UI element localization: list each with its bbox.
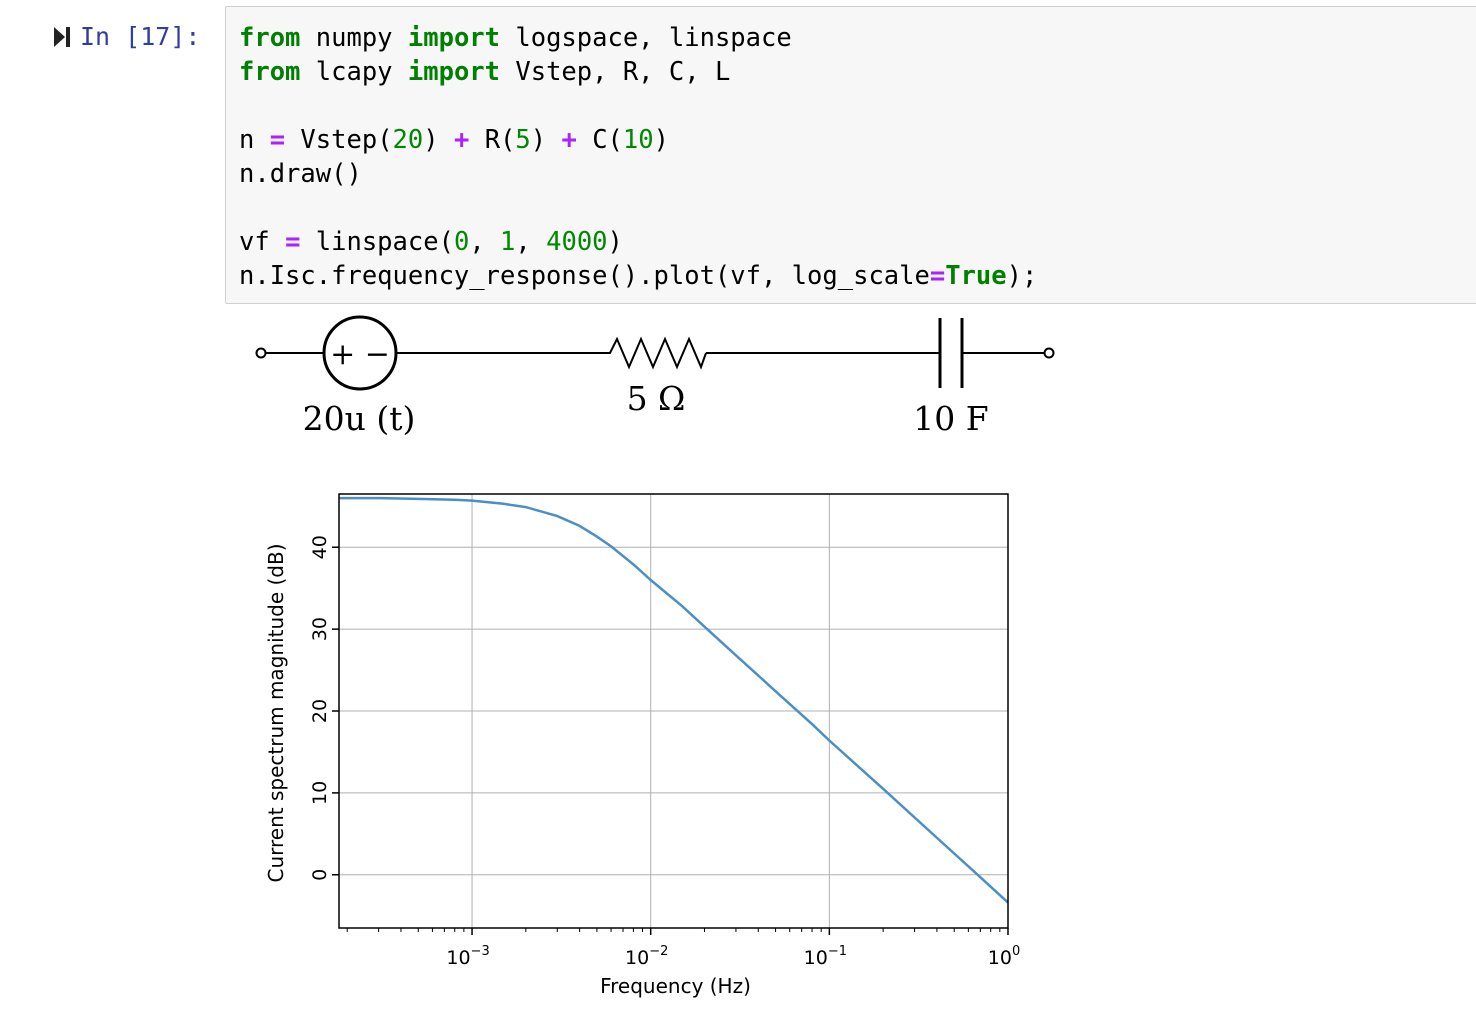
code-token: 4000 — [546, 227, 608, 257]
code-line[interactable]: from lcapy import Vstep, R, C, L — [239, 55, 1037, 89]
code-token: + — [453, 125, 470, 155]
code-token: vf — [239, 227, 286, 257]
resistor-label: 5 Ω — [627, 379, 686, 418]
code-token: 10 — [622, 125, 654, 155]
x-tick-label-exp: −1 — [828, 944, 847, 959]
y-tick-label: 30 — [309, 617, 331, 641]
x-tick-label-base: 10 — [446, 947, 470, 969]
code-token: from — [239, 57, 301, 87]
code-token: from — [239, 23, 301, 53]
circuit-diagram: + − 20u (t) 5 Ω 10 F — [255, 315, 1055, 438]
left-terminal — [255, 347, 267, 359]
run-cell-icon[interactable] — [52, 26, 72, 48]
code-token: R( — [469, 125, 516, 155]
code-token: ) — [653, 125, 669, 155]
x-tick-label-exp: −3 — [471, 944, 490, 959]
code-token: n.draw() — [239, 159, 362, 189]
code-token: = — [929, 261, 946, 291]
x-tick-label: 100 — [988, 944, 1020, 969]
code-token: 0 — [453, 227, 470, 257]
code-token: import — [407, 57, 501, 87]
code-line[interactable]: n.Isc.frequency_response().plot(vf, log_… — [239, 259, 1037, 293]
code-token: 20 — [392, 125, 424, 155]
capacitor-label: 10 F — [913, 399, 988, 438]
source-polarity-label: + − — [330, 337, 390, 372]
chart-grid — [339, 494, 1009, 928]
source-label: 20u (t) — [303, 399, 416, 438]
code-token: , — [469, 227, 501, 257]
x-tick-label: 10−3 — [446, 944, 489, 969]
code-token: import — [407, 23, 501, 53]
y-tick-label: 0 — [309, 869, 331, 881]
code-editor[interactable]: from numpy import logspace, linspace from… — [239, 21, 1037, 293]
code-token: = — [285, 227, 301, 257]
y-axis-label: Current spectrum magnitude (dB) — [264, 543, 288, 882]
y-axis-ticks: 0 10 20 30 40 — [309, 535, 339, 881]
code-token: n.Isc.frequency_response().plot(vf, log_… — [239, 261, 930, 291]
code-token: ) — [607, 227, 623, 257]
right-terminal — [1043, 347, 1055, 359]
x-tick-label: 10−1 — [804, 944, 847, 969]
code-token: n — [239, 125, 270, 155]
code-line[interactable]: vf = linspace(0, 1, 4000) — [239, 225, 1037, 259]
x-tick-label-base: 10 — [988, 947, 1012, 969]
y-tick-label: 20 — [309, 699, 331, 723]
x-tick-label-base: 10 — [804, 947, 828, 969]
x-axis-label: Frequency (Hz) — [600, 974, 751, 998]
x-axis-ticks: 10−3 10−2 10−1 100 — [446, 928, 1020, 969]
y-tick-label: 10 — [309, 781, 331, 805]
plot-frame — [338, 493, 1009, 929]
code-line[interactable]: n.draw() — [239, 157, 1037, 191]
series-line — [339, 496, 1009, 904]
code-line[interactable]: from numpy import logspace, linspace — [239, 21, 1037, 55]
code-token: C( — [576, 125, 623, 155]
code-token: ); — [1006, 261, 1038, 291]
code-token: 1 — [500, 227, 516, 257]
code-token: , — [515, 227, 547, 257]
code-token: Vstep, R, C, L — [500, 57, 731, 87]
code-token: = — [269, 125, 286, 155]
resistor-symbol — [604, 336, 707, 370]
code-token: logspace, linspace — [500, 23, 792, 53]
input-prompt: In [17]: — [80, 22, 201, 51]
code-line[interactable]: n = Vstep(20) + R(5) + C(10) — [239, 123, 1037, 157]
x-tick-label: 10−2 — [625, 944, 668, 969]
x-tick-label-exp: −2 — [649, 944, 668, 959]
y-tick-label: 40 — [309, 535, 331, 559]
code-token: linspace( — [300, 227, 454, 257]
x-tick-label-base: 10 — [625, 947, 649, 969]
code-token: ) — [530, 125, 562, 155]
code-token: 5 — [515, 125, 531, 155]
code-cell-input[interactable]: from numpy import logspace, linspace from… — [225, 6, 1476, 304]
x-tick-label-exp: 0 — [1012, 944, 1020, 959]
code-token: True — [945, 261, 1007, 291]
code-token: ) — [423, 125, 454, 155]
code-token: Vstep( — [285, 125, 393, 155]
code-token: lcapy — [300, 57, 408, 87]
code-token: numpy — [300, 23, 408, 53]
code-token: + — [561, 125, 577, 155]
